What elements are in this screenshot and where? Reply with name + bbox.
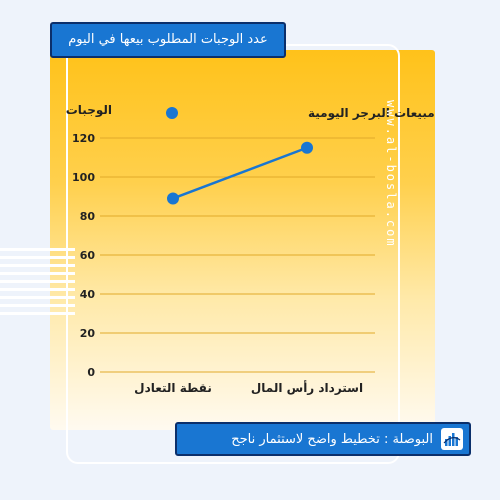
y-tick-label: 0 <box>87 366 95 379</box>
y-tick-label: 100 <box>72 171 95 184</box>
chart-title: عدد الوجبات المطلوب بيعها في اليوم <box>50 22 286 58</box>
y-tick-label: 60 <box>80 249 96 262</box>
x-tick-label: نقطة التعادل <box>134 381 212 395</box>
x-tick-label: استرداد رأس المال <box>251 380 363 395</box>
data-point <box>301 141 313 154</box>
y-tick-label: 80 <box>80 210 96 223</box>
data-point <box>167 192 179 205</box>
footer-text: البوصلة : تخطيط واضح لاستثمار ناجح <box>231 431 433 447</box>
footer-banner: البوصلة : تخطيط واضح لاستثمار ناجح <box>175 422 471 456</box>
y-tick-label: 40 <box>80 288 96 301</box>
y-tick-label: 20 <box>80 327 96 340</box>
series-line <box>172 146 308 200</box>
decorative-stripes <box>0 248 75 316</box>
legend-marker <box>166 107 178 119</box>
city-chart-logo-icon <box>441 428 463 450</box>
y-axis-label: الوجبات <box>66 103 112 118</box>
legend-label: مبيعات البرجر اليومية <box>308 106 435 121</box>
chart-card <box>50 50 435 430</box>
watermark: www.al-bosla.com <box>384 100 398 248</box>
y-tick-label: 120 <box>72 132 95 145</box>
